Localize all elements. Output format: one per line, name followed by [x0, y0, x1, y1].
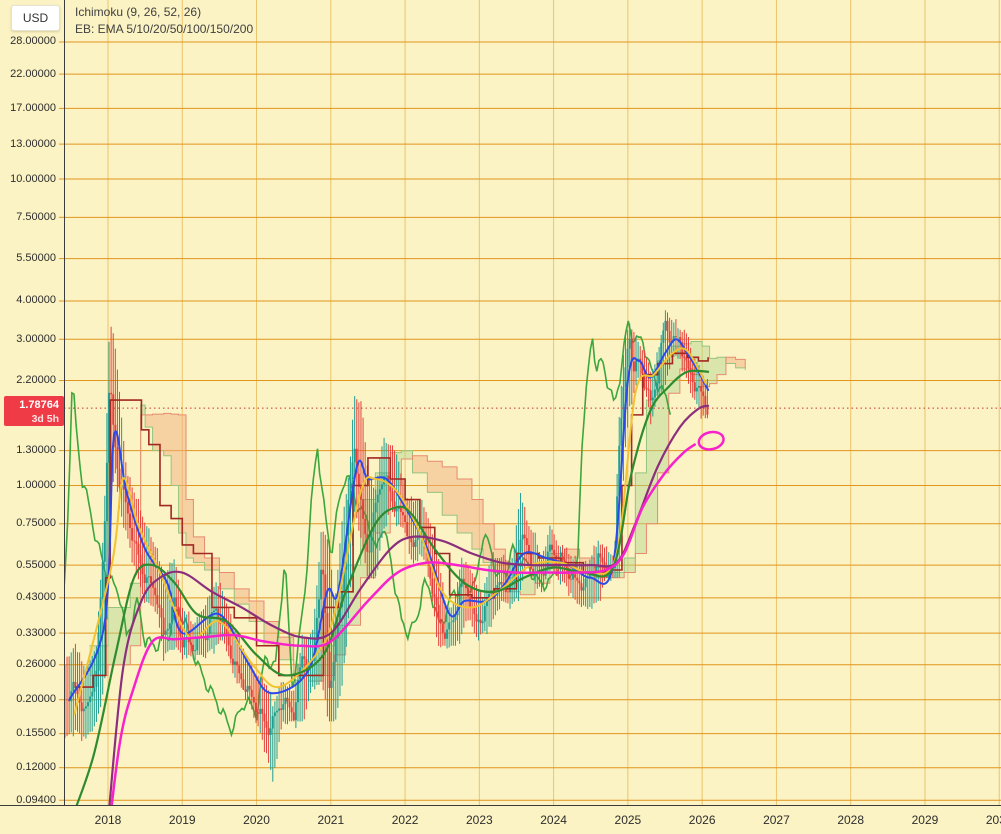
- chikou-span-line: [65, 320, 672, 738]
- price-tick-label: 22.00000: [10, 67, 56, 80]
- year-tick-label: 2030: [985, 813, 1001, 827]
- year-tick-label: 2022: [391, 813, 419, 827]
- year-tick-label: 2025: [614, 813, 642, 827]
- price-tick-label: 3.00000: [16, 332, 56, 345]
- price-tick-label: 0.09400: [16, 793, 56, 806]
- price-tick-label: 13.00000: [10, 137, 56, 150]
- chart-pane[interactable]: [28, 310, 746, 834]
- year-tick-label: 2018: [94, 813, 122, 827]
- year-tick-label: 2027: [763, 813, 790, 827]
- price-tick-label: 0.43000: [16, 591, 56, 604]
- price-axis[interactable]: 28.00000 22.00000 17.00000 13.00000 10.00000…: [0, 0, 64, 805]
- price-tick-label: 0.26000: [16, 658, 56, 671]
- year-tick-label: 2024: [540, 813, 567, 827]
- kijun-sen-line: [74, 352, 709, 688]
- price-tick-label: 0.33000: [16, 626, 56, 639]
- senkou-b-line: [89, 356, 746, 682]
- price-tick-label: 0.15500: [16, 727, 56, 740]
- price-tick-label: 0.20000: [16, 693, 56, 706]
- last-price-badge: 1.78764 3d 5h: [4, 396, 64, 426]
- ema-band-legend[interactable]: EB: EMA 5/10/20/50/100/150/200: [75, 22, 254, 36]
- price-tick-label: 0.75000: [16, 517, 56, 530]
- price-tick-label: 0.12000: [16, 761, 56, 774]
- price-tick-label: 1.00000: [16, 479, 56, 491]
- price-tick-label: 10.00000: [10, 172, 56, 185]
- indicator-legend: Ichimoku (9, 26, 52, 26) EB: EMA 5/10/20…: [75, 4, 253, 38]
- year-tick-label: 2019: [168, 813, 196, 827]
- price-tick-label: 17.00000: [10, 101, 56, 114]
- price-tick-label: 7.50000: [16, 210, 56, 223]
- ema200-magenta-line: [110, 443, 696, 805]
- price-tick-label: 0.55000: [16, 558, 56, 571]
- currency-button[interactable]: USD: [11, 5, 60, 31]
- price-tick-label: 2.20000: [16, 374, 56, 387]
- price-tick-label: 5.50000: [16, 252, 56, 265]
- year-tick-label: 2026: [688, 813, 716, 827]
- year-tick-label: 2028: [837, 813, 865, 827]
- ema50-green-line: [75, 369, 710, 805]
- year-tick-label: 2021: [317, 813, 345, 827]
- price-tick-label: 1.30000: [16, 444, 56, 457]
- grid: [59, 0, 1001, 805]
- price-tick-label: 28.00000: [10, 35, 56, 48]
- year-tick-label: 2029: [911, 813, 939, 827]
- year-tick-label: 2020: [243, 813, 270, 827]
- last-price-value: 1.78764: [19, 399, 59, 411]
- ichimoku-legend[interactable]: Ichimoku (9, 26, 52, 26): [75, 5, 202, 19]
- price-tick-label: 4.00000: [16, 294, 56, 307]
- ema20-yellow-line: [73, 347, 707, 715]
- bar-countdown: 3d 5h: [31, 413, 59, 425]
- year-tick-label: 2023: [465, 813, 493, 827]
- ema200-end-loop: [697, 430, 725, 451]
